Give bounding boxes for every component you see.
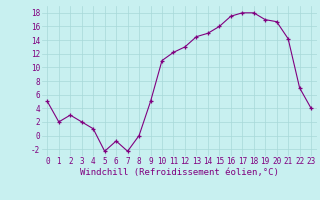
X-axis label: Windchill (Refroidissement éolien,°C): Windchill (Refroidissement éolien,°C) (80, 168, 279, 177)
